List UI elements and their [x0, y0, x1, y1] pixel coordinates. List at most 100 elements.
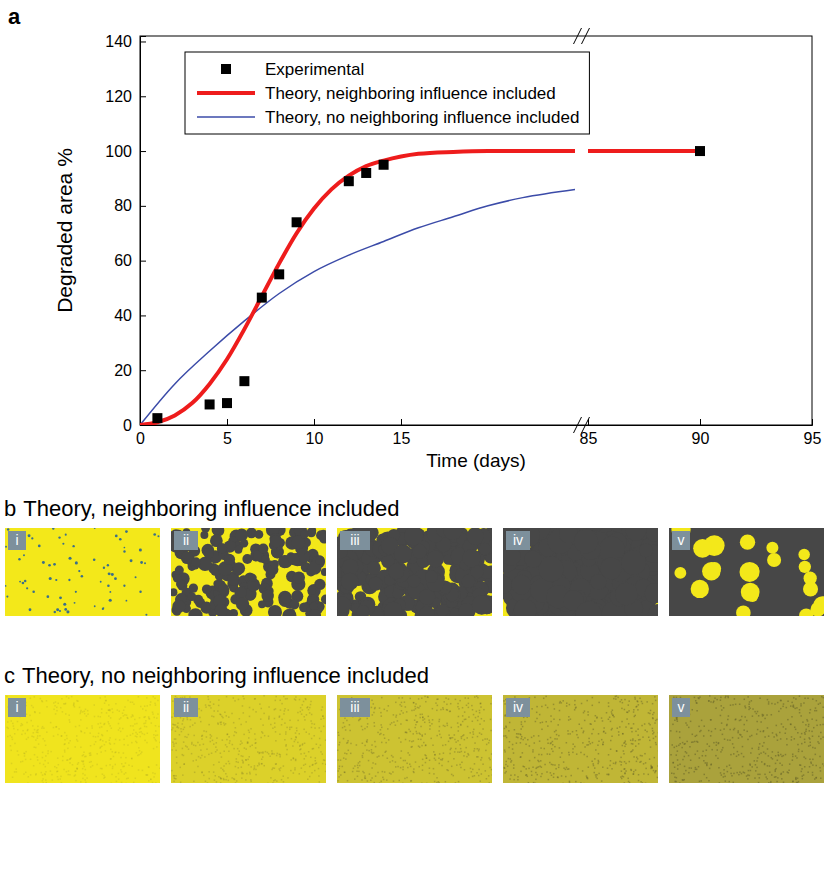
image-grain: [322, 706, 324, 708]
image-grain: [27, 729, 29, 731]
y-tick-mark: [140, 370, 146, 371]
image-grain: [45, 745, 47, 747]
image-grain: [130, 734, 132, 736]
image-grain: [299, 745, 301, 747]
image-grain: [187, 719, 189, 721]
image-grain: [47, 750, 49, 752]
legend: ExperimentalTheory, neighboring influenc…: [185, 52, 589, 134]
image-grain: [151, 722, 153, 724]
image-grain: [254, 698, 256, 700]
image-grain: [155, 725, 157, 727]
image-grain: [111, 728, 113, 730]
image-grain: [461, 738, 463, 740]
image-grain: [322, 715, 324, 717]
image-grain: [239, 750, 241, 752]
image-blob: [321, 568, 326, 576]
image-grain: [325, 771, 326, 773]
image-grain: [177, 722, 179, 724]
image-grain: [236, 732, 238, 734]
y-tick-label: 140: [105, 33, 132, 50]
legend-label: Theory, neighboring influence included: [265, 84, 556, 103]
image-grain: [283, 696, 285, 698]
image-blob: [258, 543, 268, 553]
image-grain: [242, 696, 244, 698]
y-tick: 120: [105, 88, 146, 105]
image-grain: [127, 700, 128, 702]
image-grain: [208, 754, 210, 756]
image-grain: [156, 764, 158, 766]
image-grain: [225, 763, 227, 765]
image-grain: [57, 776, 59, 778]
panel-letter: c: [4, 663, 15, 688]
image-grain: [101, 734, 103, 736]
image-grain: [311, 714, 313, 716]
image-grain: [268, 718, 270, 720]
image-grain: [28, 737, 30, 739]
image-grain: [172, 727, 174, 729]
image-grain: [27, 782, 29, 783]
image-tag: [340, 531, 370, 550]
image-grain: [193, 744, 195, 746]
image-grain: [37, 732, 39, 734]
image-tag: [672, 531, 690, 550]
image-grain: [26, 722, 28, 724]
image-blob: [419, 606, 434, 616]
image-grain: [47, 753, 49, 755]
image-grain: [76, 700, 78, 702]
image-blob: [94, 605, 96, 607]
image-grain: [303, 729, 305, 731]
image-grain: [258, 764, 260, 766]
image-grain: [69, 774, 71, 776]
image-blob: [288, 553, 300, 565]
image-grain: [213, 710, 215, 712]
image-grain: [250, 728, 252, 730]
image-grain: [299, 699, 301, 701]
image-grain: [293, 757, 295, 759]
image-grain: [54, 766, 56, 768]
image-grain: [198, 708, 200, 710]
image-grain: [135, 778, 137, 780]
image-grain: [307, 706, 309, 708]
image-grain: [178, 727, 180, 729]
image-grain: [109, 710, 111, 712]
image-blob: [65, 534, 67, 536]
image-blob: [123, 585, 125, 587]
image-grain: [30, 720, 32, 722]
image-grain: [246, 773, 248, 775]
x-tick-label: 90: [692, 430, 710, 447]
image-grain: [237, 748, 239, 750]
image-grain: [248, 764, 250, 766]
x-axis-line: [141, 419, 813, 426]
image-grain: [245, 759, 247, 761]
image-grain: [302, 704, 304, 706]
image-grain: [76, 735, 78, 737]
image-grain: [188, 748, 190, 750]
image-grain: [31, 705, 33, 707]
image-grain: [53, 702, 55, 704]
image-grain: [224, 711, 226, 713]
image-grain: [34, 729, 36, 731]
image-blob: [227, 574, 239, 586]
image-grain: [6, 696, 8, 698]
image-grain: [56, 726, 58, 728]
image-grain: [148, 718, 150, 720]
image-grain: [226, 715, 228, 717]
image-grain: [262, 732, 264, 734]
image-grain: [25, 759, 27, 761]
image-grain: [60, 707, 62, 709]
image-grain: [322, 715, 324, 717]
image-grain: [152, 696, 154, 698]
image-grain: [267, 752, 269, 754]
image-blob: [157, 535, 159, 537]
image-grain: [221, 756, 223, 758]
image-grain: [43, 764, 45, 766]
image-grain: [229, 742, 231, 744]
image-grain: [37, 729, 39, 731]
image-grain: [122, 728, 124, 730]
image-grain: [62, 760, 64, 762]
image-grain: [76, 768, 78, 770]
image-grain: [124, 773, 126, 775]
image-grain: [50, 770, 52, 772]
image-grain: [17, 750, 19, 752]
image-grain: [304, 753, 306, 755]
